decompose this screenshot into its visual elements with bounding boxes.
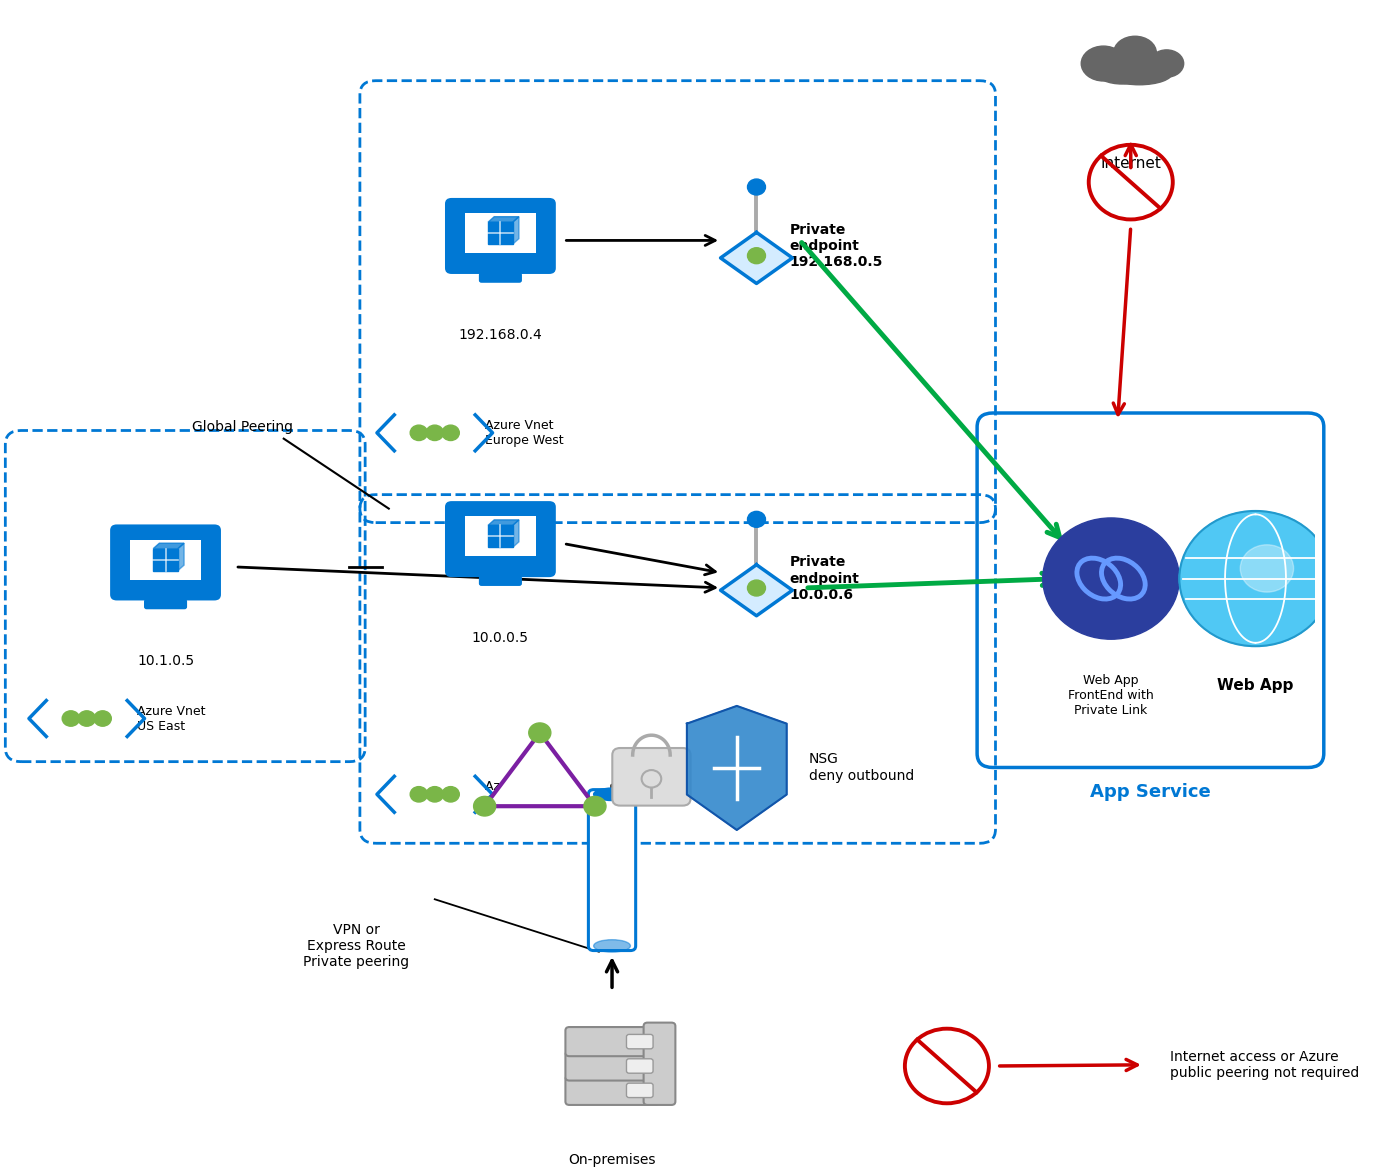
Text: On-premises: On-premises (569, 1153, 656, 1167)
Text: Internet: Internet (1100, 157, 1161, 171)
Circle shape (528, 723, 551, 743)
Polygon shape (178, 543, 184, 571)
Circle shape (748, 179, 766, 195)
Ellipse shape (594, 940, 631, 952)
FancyBboxPatch shape (566, 1051, 659, 1081)
Text: Private
endpoint
10.0.0.6: Private endpoint 10.0.0.6 (789, 556, 859, 601)
Polygon shape (488, 520, 519, 525)
FancyBboxPatch shape (566, 1027, 659, 1056)
Text: App Service: App Service (1090, 783, 1211, 800)
Circle shape (94, 710, 111, 727)
FancyBboxPatch shape (110, 524, 221, 600)
FancyBboxPatch shape (588, 790, 635, 950)
Circle shape (473, 797, 495, 816)
FancyBboxPatch shape (644, 1023, 675, 1105)
FancyBboxPatch shape (612, 748, 691, 805)
Polygon shape (484, 732, 595, 806)
Polygon shape (513, 217, 519, 244)
Text: 10.0.0.5: 10.0.0.5 (472, 631, 528, 645)
FancyBboxPatch shape (130, 539, 201, 580)
FancyBboxPatch shape (627, 1083, 653, 1097)
Text: Internet access or Azure
public peering not required: Internet access or Azure public peering … (1171, 1050, 1359, 1079)
Text: Azure Vnet
US East: Azure Vnet US East (137, 704, 205, 732)
Polygon shape (488, 217, 519, 223)
Text: Private
endpoint
192.168.0.5: Private endpoint 192.168.0.5 (789, 223, 882, 270)
Text: Azure Vnet
Europe North: Azure Vnet Europe North (484, 781, 567, 809)
Circle shape (442, 786, 459, 802)
FancyBboxPatch shape (465, 213, 535, 253)
Text: 10.1.0.5: 10.1.0.5 (137, 654, 194, 668)
FancyBboxPatch shape (479, 575, 522, 586)
Circle shape (62, 710, 79, 727)
Circle shape (411, 425, 427, 441)
FancyBboxPatch shape (566, 1076, 659, 1105)
Polygon shape (721, 232, 792, 284)
Circle shape (411, 786, 427, 802)
FancyBboxPatch shape (627, 1058, 653, 1074)
Text: Global Peering: Global Peering (191, 420, 293, 434)
Ellipse shape (1097, 61, 1148, 84)
Circle shape (1240, 545, 1294, 592)
FancyBboxPatch shape (627, 1035, 653, 1049)
Circle shape (1179, 511, 1332, 646)
Text: VPN or
Express Route
Private peering: VPN or Express Route Private peering (302, 922, 409, 969)
Ellipse shape (1150, 50, 1183, 77)
Ellipse shape (1114, 36, 1157, 69)
Circle shape (584, 797, 606, 816)
Polygon shape (153, 543, 184, 548)
Ellipse shape (1105, 61, 1172, 84)
FancyBboxPatch shape (465, 517, 535, 557)
Text: Web App: Web App (1218, 677, 1294, 693)
Text: Azure Vnet
Europe West: Azure Vnet Europe West (484, 418, 563, 447)
FancyBboxPatch shape (445, 502, 556, 577)
Polygon shape (687, 706, 786, 830)
Polygon shape (513, 520, 519, 547)
Text: Web App
FrontEnd with
Private Link: Web App FrontEnd with Private Link (1068, 674, 1154, 717)
Circle shape (426, 425, 444, 441)
Text: 192.168.0.4: 192.168.0.4 (459, 328, 542, 342)
Polygon shape (488, 525, 513, 547)
Circle shape (442, 425, 459, 441)
Circle shape (748, 511, 766, 527)
FancyBboxPatch shape (445, 198, 556, 274)
Text: NSG
deny outbound: NSG deny outbound (809, 752, 914, 783)
Ellipse shape (1082, 46, 1126, 81)
Circle shape (78, 710, 96, 727)
Polygon shape (488, 223, 513, 244)
Polygon shape (153, 548, 178, 571)
Circle shape (426, 786, 444, 802)
Ellipse shape (594, 788, 631, 800)
FancyBboxPatch shape (479, 273, 522, 282)
Circle shape (1043, 518, 1179, 639)
Circle shape (748, 247, 766, 264)
Circle shape (748, 580, 766, 597)
Polygon shape (721, 565, 792, 615)
FancyBboxPatch shape (144, 599, 187, 609)
